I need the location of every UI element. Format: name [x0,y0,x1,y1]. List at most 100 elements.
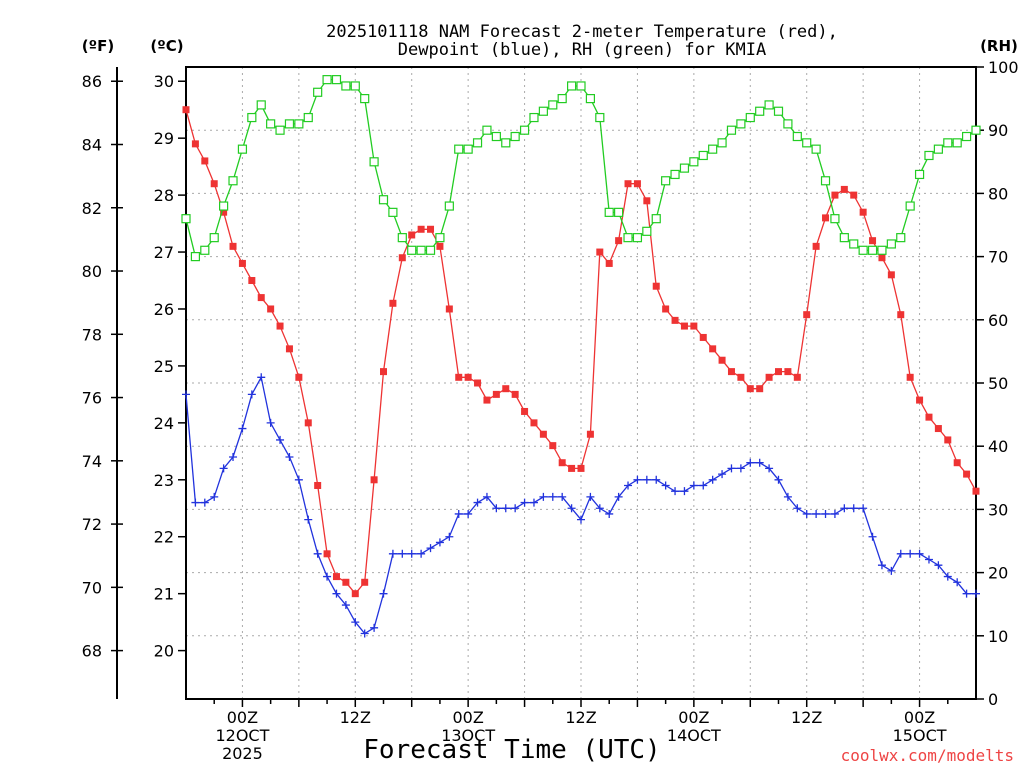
dewpoint-point [934,561,943,570]
rh-point [237,144,248,154]
rh-point [943,138,953,148]
dewpoint-point [680,487,689,496]
temperature-point [568,464,576,472]
rh-point [294,119,304,129]
dewpoint-point [407,549,416,558]
temperature-point [238,259,246,267]
dewpoint-point [323,572,332,581]
celsius-tick-label: 30 [154,72,174,91]
fahrenheit-tick-label: 86 [82,72,102,91]
dewpoint-point [398,549,407,558]
temperature-point [887,271,895,279]
dewpoint-point [351,618,360,627]
x-tick-label: 12Z [791,708,822,727]
temperature-point [615,237,623,245]
dewpoint-point [924,555,933,564]
rh-point [284,119,295,129]
temperature-point [389,299,397,307]
rh-point [877,245,887,255]
rh-tick-label: 20 [988,564,1008,583]
rh-tick-label: 50 [988,374,1008,393]
dewpoint-point [783,492,792,501]
rh-point [416,245,426,255]
rh-tick-label: 30 [988,500,1008,519]
dewpoint-point [229,453,238,462]
temperature-point [624,180,632,188]
axes: 86 84 82 80 78 76 74 72 70 68 30 29 28 27 26 25 24 23 22 21… [82,58,1019,763]
temperature-point [972,487,980,495]
dewpoint-point [182,390,190,399]
celsius-tick-label: 26 [154,300,174,319]
dewpoint-point [482,492,491,501]
rh-point [585,93,596,104]
grid [186,67,976,699]
temperature-point [521,407,529,415]
rh-point [341,81,351,91]
temperature-point [427,225,435,233]
temperature-point [229,242,237,250]
rh-point [200,245,210,255]
rh-point [219,201,229,211]
temperature-point [248,277,256,285]
temperature-point [464,373,472,381]
rh-point [886,239,896,249]
celsius-tick-label: 29 [154,129,174,148]
dewpoint-point [962,589,971,598]
temperature-point [182,106,190,114]
temperature-point [605,259,613,267]
rh-point [914,169,925,180]
temperature-point [370,476,378,484]
rh-point [971,125,981,135]
dewpoint-point [877,561,886,570]
rh-point [802,138,812,148]
rh-point [961,131,972,142]
rh-tick-label: 90 [988,121,1008,140]
temperature-point [285,345,293,353]
temperature-point [323,550,331,558]
dewpoint-point [257,373,266,382]
dewpoint-point [746,458,755,467]
temperature-point [267,305,275,313]
rh-point [491,131,501,142]
rh-point [595,112,605,123]
temperature-point [840,185,848,193]
rh-point [256,100,266,110]
dewpoint-point [727,464,736,473]
dewpoint-point [896,549,905,558]
rh-point [388,207,398,217]
rh-tick-label: 100 [988,58,1019,77]
rh-point [952,138,962,148]
dewpoint-point [830,509,839,518]
dewpoint-point [529,498,538,507]
rh-point [472,138,483,148]
dewpoint-point [887,566,896,575]
rh-point [811,144,821,154]
temperature-point [916,396,924,404]
dewpoint-point [586,492,595,501]
temperature-point [314,481,322,489]
temperature-point [652,282,660,290]
rh-point [755,106,765,116]
dewpoint-point [435,538,444,547]
rh-point [538,106,548,116]
dewpoint-point [501,504,510,513]
dewpoint-point [304,515,313,524]
rh-point [313,87,323,97]
rh-tick-label: 40 [988,437,1008,456]
temperature-point [643,197,651,205]
rh-point [228,176,238,186]
fahrenheit-tick-label: 72 [82,515,102,534]
rh-point [397,233,407,243]
rh-point [247,112,257,123]
temperature-point [483,396,491,404]
x-tick-label: 15OCT [893,726,947,745]
rh-tick-label: 80 [988,184,1008,203]
rh-point [623,233,633,243]
rh-tick-label: 70 [988,248,1008,267]
rh-point [604,207,614,217]
dewpoint-point [943,572,952,581]
fahrenheit-tick-label: 80 [82,262,102,281]
dewpoint-point [219,464,228,473]
fahrenheit-unit-label: (ºF) [82,37,114,55]
dewpoint-point [821,509,830,518]
